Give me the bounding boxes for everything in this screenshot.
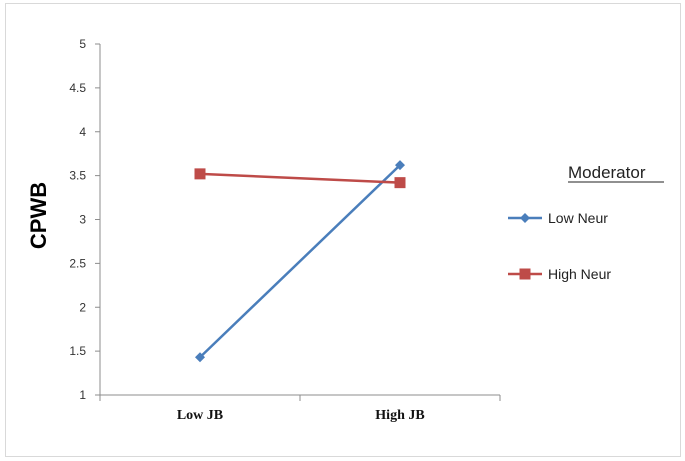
data-point [194, 168, 206, 180]
series-line [199, 172, 401, 184]
y-tick-label: 2.5 [69, 256, 86, 270]
series-low-neur [195, 160, 405, 363]
series-high-neur [194, 168, 406, 189]
y-tick-label: 1.5 [69, 344, 86, 358]
y-tick-label: 3 [79, 213, 86, 227]
legend: Moderator Low Neur High Neur [508, 163, 664, 282]
legend-item: High Neur [508, 266, 611, 282]
legend-title: Moderator [568, 163, 646, 182]
x-category-label: High JB [375, 408, 424, 423]
legend-label: High Neur [548, 266, 611, 282]
data-point [394, 177, 406, 189]
legend-item: Low Neur [508, 210, 608, 226]
legend-marker [520, 213, 530, 223]
y-axis: 1 1.5 2 2.5 3 3.5 4 4.5 5 [69, 37, 101, 402]
y-tick-label: 5 [79, 37, 86, 51]
y-axis-label: CPWB [26, 182, 51, 249]
data-point [395, 160, 405, 171]
y-tick-label: 2 [79, 300, 86, 314]
data-point [195, 352, 205, 363]
y-tick-label: 4 [79, 125, 86, 139]
series-line [199, 164, 401, 359]
chart-frame [5, 3, 681, 457]
x-axis: Low JB High JB [99, 394, 501, 423]
y-tick-label: 1 [79, 388, 86, 402]
series-layer [194, 160, 406, 363]
legend-marker [519, 268, 531, 280]
y-tick-label: 4.5 [69, 81, 86, 95]
x-category-label: Low JB [177, 408, 223, 423]
legend-label: Low Neur [548, 210, 608, 226]
y-tick-label: 3.5 [69, 169, 86, 183]
